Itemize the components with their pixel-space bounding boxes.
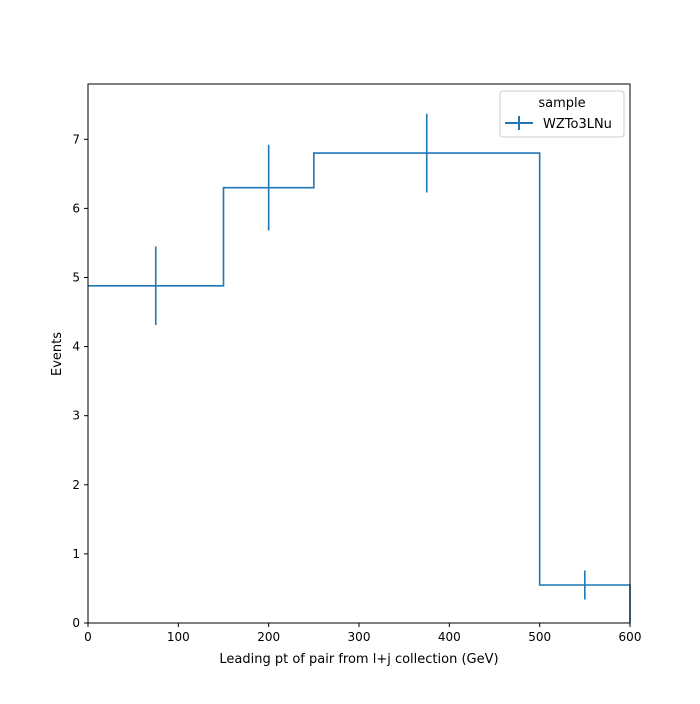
y-axis-ticks: 0 1 2 3 4 5 6 7: [72, 132, 88, 630]
x-tick-label: 0: [84, 630, 92, 644]
x-tick-label: 600: [619, 630, 642, 644]
legend: sample WZTo3LNu: [499, 90, 625, 138]
y-axis-label: Events: [50, 332, 65, 376]
y-tick-label: 5: [72, 270, 80, 284]
series-step-line: [88, 152, 631, 623]
x-axis-label: Leading pt of pair from l+j collection (…: [219, 652, 498, 667]
y-tick-label: 2: [72, 478, 80, 492]
x-tick-label: 200: [257, 630, 280, 644]
y-tick-label: 7: [72, 132, 80, 146]
legend-box: [499, 90, 625, 138]
y-tick-label: 6: [72, 201, 80, 215]
x-tick-label: 500: [528, 630, 551, 644]
legend-entry-wzto3lnu: WZTo3LNu: [543, 117, 612, 132]
y-tick-label: 3: [72, 409, 80, 423]
y-tick-label: 4: [72, 340, 80, 354]
y-tick-label: 0: [72, 616, 80, 630]
x-tick-label: 100: [167, 630, 190, 644]
x-tick-label: 300: [348, 630, 371, 644]
legend-title: sample: [538, 96, 585, 111]
y-tick-label: 1: [72, 547, 80, 561]
x-tick-label: 400: [438, 630, 461, 644]
data-layer: [88, 113, 631, 623]
x-axis-ticks: 0 100 200 300 400 500 600: [84, 623, 641, 644]
